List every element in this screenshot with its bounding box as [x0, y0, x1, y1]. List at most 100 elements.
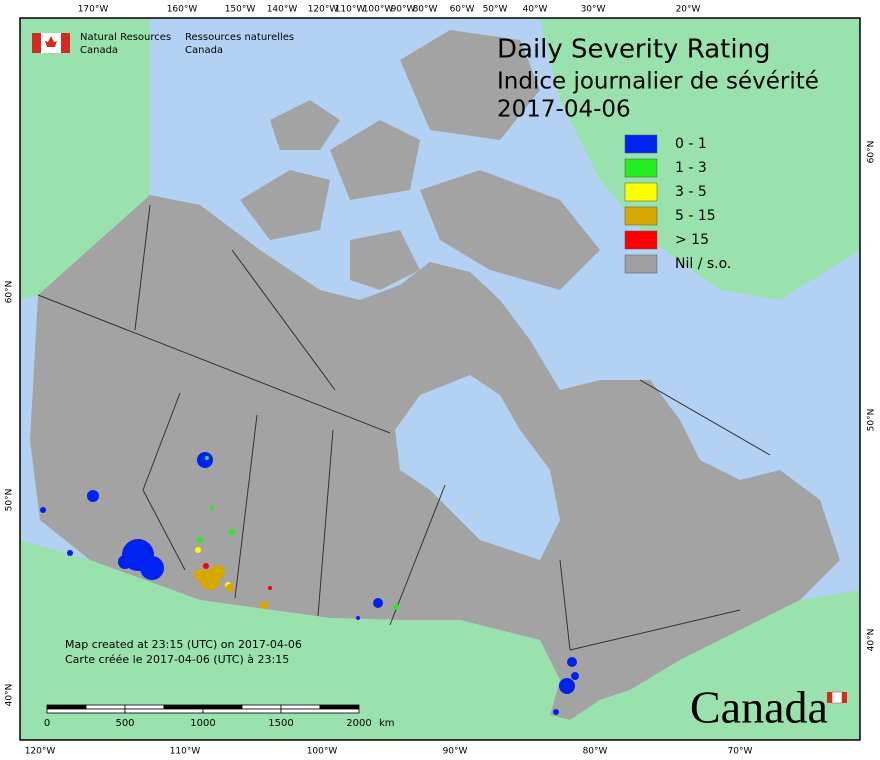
title: Daily Severity Rating: [497, 35, 771, 65]
latitude-label: 40°N: [5, 684, 15, 707]
legend-label: 1 - 3: [675, 160, 707, 176]
scale-label: 1000: [190, 718, 215, 729]
island: [420, 170, 600, 290]
maple-leaf: [45, 36, 57, 47]
scale-segment: [280, 708, 360, 714]
fire-spot: [197, 537, 203, 543]
scale-segment: [280, 704, 321, 710]
longitude-label: 120°W: [308, 5, 339, 15]
legend-swatch: [624, 206, 658, 226]
fire-spot: [553, 709, 559, 715]
longitude-label: 50°W: [483, 5, 508, 15]
scale-segment: [46, 704, 87, 710]
fire-spot: [393, 604, 399, 610]
longitude-label: 40°W: [523, 5, 548, 15]
island: [350, 230, 420, 290]
latitude-label: 50°N: [867, 409, 877, 432]
fire-spot: [205, 456, 209, 460]
map-body: [20, 18, 860, 740]
footnote: Map created at 23:15 (UTC) on 2017-04-06: [65, 638, 302, 651]
scale-bar: 0 500 1000 1500 2000 km: [44, 704, 395, 729]
longitude-label: 90°W: [391, 5, 416, 15]
longitude-label: 80°W: [413, 5, 438, 15]
province-borders: [37, 204, 771, 651]
scale-segment: [124, 704, 165, 710]
latitude-label: 60°N: [867, 141, 877, 164]
fire-spot: [260, 601, 268, 609]
longitude-label: 100°W: [363, 5, 394, 15]
island: [330, 120, 420, 200]
scale-unit: km: [379, 718, 395, 729]
fire-spot: [211, 565, 225, 579]
legend-label: > 15: [675, 232, 709, 248]
latitude-label: 60°N: [5, 281, 15, 304]
scale-segment: [241, 704, 282, 710]
legend-swatch: [624, 230, 658, 250]
scale-segment: [85, 704, 126, 710]
nrcan-signature: Natural Resources Canada Ressources natu…: [32, 32, 294, 56]
legend-swatch: [624, 254, 658, 274]
border: [37, 294, 391, 434]
flag-field: [831, 691, 843, 704]
border: [569, 609, 741, 651]
fire-spot: [67, 550, 73, 556]
agency-en: Canada: [80, 45, 118, 56]
agency-fr: Canada: [185, 45, 223, 56]
island: [270, 100, 340, 150]
flag-bar: [842, 692, 847, 703]
scale-label: 500: [115, 718, 134, 729]
fire-spots: [40, 452, 579, 715]
longitude-label: 80°W: [583, 747, 608, 757]
flag-bar: [61, 33, 70, 53]
longitude-label: 60°W: [450, 5, 475, 15]
legend-swatch: [624, 182, 658, 202]
island: [400, 30, 540, 140]
fire-spot: [40, 507, 46, 513]
legend-label: Nil / s.o.: [675, 256, 731, 272]
fire-spot: [118, 555, 132, 569]
fire-spot: [373, 598, 383, 608]
scale-label: 2000: [346, 718, 371, 729]
border: [559, 559, 571, 651]
scale-label: 0: [44, 718, 50, 729]
agency-en: Natural Resources: [80, 32, 171, 43]
border: [317, 429, 334, 617]
canada-wordmark: Canada: [690, 682, 847, 733]
longitude-label: 20°W: [676, 5, 701, 15]
graticule-labels: 170°W 160°W 150°W 140°W 120°W110°W100°W90°W8…: [5, 5, 877, 757]
longitude-label: 30°W: [581, 5, 606, 15]
hudson-bay: [395, 375, 560, 560]
wordmark: Canada: [690, 682, 828, 733]
fire-spot: [140, 556, 164, 580]
scale-label: 1500: [268, 718, 293, 729]
island: [240, 170, 330, 240]
scale-segment: [202, 708, 282, 714]
scale-segment: [163, 704, 204, 710]
fire-spot: [87, 490, 99, 502]
map-frame: [19, 17, 861, 741]
longitude-label: 90°W: [443, 747, 468, 757]
fire-spot: [226, 584, 234, 592]
border: [639, 379, 771, 456]
scale-segment: [319, 704, 360, 710]
legend: 0 - 1 1 - 3 3 - 5 5 - 15 > 15 Nil / s.o.: [624, 134, 731, 274]
united-states: [20, 540, 860, 740]
longitude-label: 100°W: [307, 747, 338, 757]
fire-spot: [229, 529, 235, 535]
border: [134, 204, 151, 331]
longitude-label: 70°W: [728, 747, 753, 757]
longitude-label: 170°W: [78, 5, 109, 15]
fire-spot: [194, 569, 206, 581]
border: [234, 414, 258, 599]
fire-spot: [210, 506, 214, 510]
latitude-label: 40°N: [867, 629, 877, 652]
fire-spot: [571, 672, 579, 680]
date: 2017-04-06: [497, 97, 631, 123]
longitude-label: 120°W: [25, 747, 56, 757]
legend-swatch: [624, 158, 658, 178]
border: [231, 249, 336, 391]
latitude-label: 50°N: [5, 489, 15, 512]
border: [142, 489, 186, 571]
scale-segment: [202, 704, 243, 710]
